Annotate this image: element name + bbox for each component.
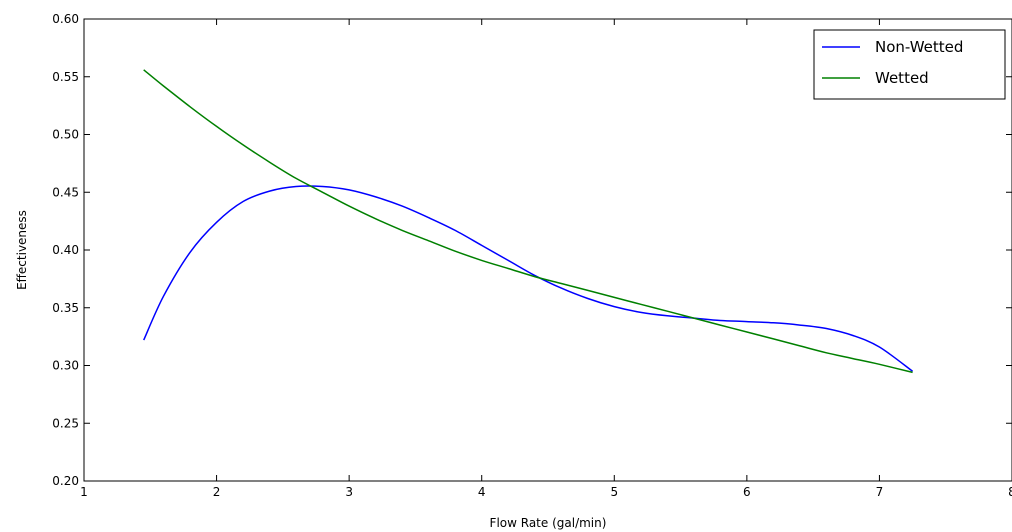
series-line-wetted [143, 69, 913, 374]
x-axis-title: Flow Rate (gal/min) [490, 516, 607, 530]
y-tick-label: 0.20 [52, 474, 79, 488]
x-tick-label: 1 [80, 485, 88, 499]
y-tick-label: 0.30 [52, 359, 79, 373]
y-tick-label: 0.35 [52, 301, 79, 315]
legend-label-non-wetted: Non-Wetted [875, 38, 963, 56]
y-axis: 0.20 0.25 0.30 0.35 0.40 0.45 0.50 0.55 0.60 [52, 12, 1012, 488]
y-axis-title: Effectiveness [15, 210, 29, 290]
x-tick-label: 7 [876, 485, 884, 499]
series-line-non-wetted [143, 185, 914, 372]
y-tick-label: 0.40 [52, 243, 79, 257]
y-tick-label: 0.45 [52, 185, 79, 199]
series-layer [143, 69, 914, 374]
x-axis: 1 2 3 4 5 6 7 8 [80, 19, 1012, 499]
legend-label-wetted: Wetted [875, 69, 929, 87]
y-tick-label: 0.60 [52, 12, 79, 26]
y-tick-label: 0.25 [52, 416, 79, 430]
x-tick-label: 8 [1008, 485, 1012, 499]
y-tick-label: 0.55 [52, 70, 79, 84]
x-tick-label: 2 [213, 485, 221, 499]
x-tick-label: 3 [345, 485, 353, 499]
legend: Non-Wetted Wetted [813, 29, 1006, 100]
x-tick-label: 6 [743, 485, 751, 499]
legend-box [813, 29, 1006, 100]
y-tick-label: 0.50 [52, 128, 79, 142]
x-tick-label: 5 [610, 485, 618, 499]
x-tick-label: 4 [478, 485, 486, 499]
